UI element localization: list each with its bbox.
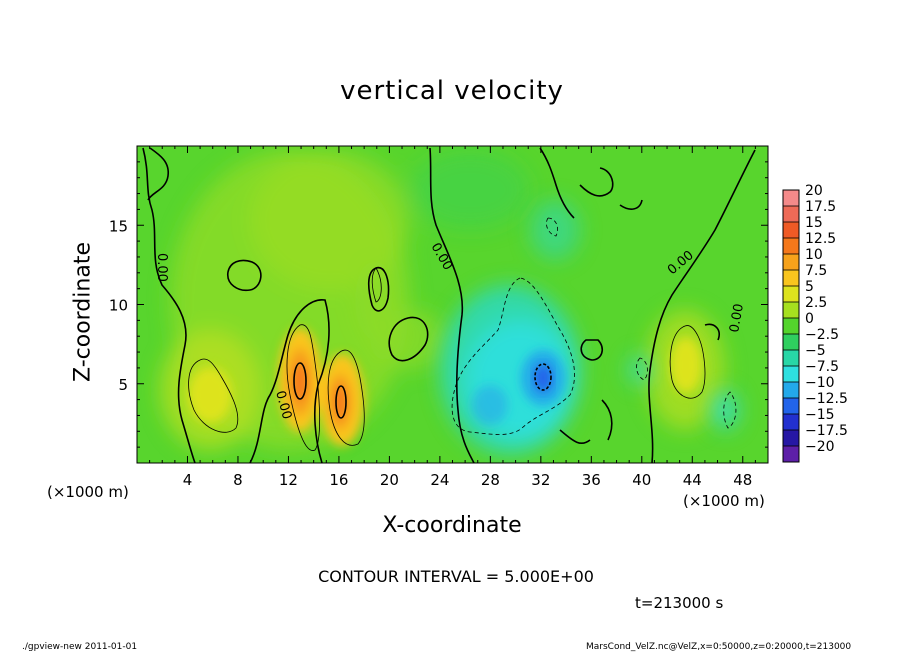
colorbar-cell xyxy=(783,254,799,271)
x-tick-label: 12 xyxy=(279,471,298,489)
footer-left: ./gpview-new 2011-01-01 xyxy=(22,642,138,652)
colorbar-label: 20 xyxy=(805,183,823,199)
colorbar-label: 7.5 xyxy=(805,263,827,279)
footer-right: MarsCond_VelZ.nc@VelZ,x=0:50000,z=0:2000… xyxy=(586,642,852,652)
colorbar-label: −20 xyxy=(805,439,835,455)
x-tick-label: 28 xyxy=(481,471,500,489)
colorbar-cell xyxy=(783,302,799,319)
colorbar-label: −2.5 xyxy=(805,327,839,343)
colorbar-label: −10 xyxy=(805,375,835,391)
x-axis: 4 8 12 16 20 24 28 32 36 40 44 48 xyxy=(149,146,756,489)
x-tick-label: 8 xyxy=(233,471,243,489)
colorbar-label: −5 xyxy=(805,343,826,359)
colorbar-label: 0 xyxy=(805,311,814,327)
x-tick-label: 48 xyxy=(733,471,752,489)
colorbar-label: −7.5 xyxy=(805,359,839,375)
colorbar-cell xyxy=(783,446,799,463)
colorbar-label: 12.5 xyxy=(805,231,836,247)
colorbar-label: 17.5 xyxy=(805,199,836,215)
y-tick-label: 5 xyxy=(118,376,128,394)
colorbar-cell xyxy=(783,398,799,415)
y-tick-label: 15 xyxy=(109,217,128,235)
x-axis-label: X-coordinate xyxy=(382,513,522,538)
colorbar-label: −17.5 xyxy=(805,423,848,439)
x-tick-label: 20 xyxy=(380,471,399,489)
colorbar-cell xyxy=(783,334,799,351)
contour-interval-note: CONTOUR INTERVAL = 5.000E+00 xyxy=(318,567,594,586)
colorbar-label: 15 xyxy=(805,215,823,231)
colorbar-label: 5 xyxy=(805,279,814,295)
time-label: t=213000 s xyxy=(635,594,724,612)
y-tick-label: 10 xyxy=(109,297,128,315)
colorbar-cell xyxy=(783,270,799,287)
x-tick-label: 44 xyxy=(683,471,702,489)
colorbar-cell xyxy=(783,414,799,431)
contour-label: 0.00 xyxy=(727,303,747,334)
colorbar-cell xyxy=(783,366,799,383)
x-tick-label: 16 xyxy=(329,471,348,489)
x-unit-label-left: (×1000 m) xyxy=(47,483,129,501)
x-tick-label: 32 xyxy=(531,471,550,489)
x-tick-label: 40 xyxy=(632,471,651,489)
colorbar-label: 2.5 xyxy=(805,295,827,311)
colorbar-cell xyxy=(783,318,799,335)
x-tick-label: 36 xyxy=(582,471,601,489)
chart-title: vertical velocity xyxy=(340,76,564,106)
field: 0.00 0.00 0.00 0.00 0.00 xyxy=(137,146,768,463)
y-axis-label: Z-coordinate xyxy=(70,242,96,382)
colorbar-cell xyxy=(783,350,799,367)
colorbar-cell xyxy=(783,222,799,239)
colorbar-cell xyxy=(783,286,799,303)
contour-label: 0.00 xyxy=(272,389,294,421)
x-tick-label: 4 xyxy=(183,471,193,489)
colorbar-label: 10 xyxy=(805,247,823,263)
x-tick-label: 24 xyxy=(430,471,449,489)
colorbar-cell xyxy=(783,238,799,255)
y-axis: 5 10 15 xyxy=(109,161,768,448)
colorbar-cell xyxy=(783,382,799,399)
contour-label: 0.00 xyxy=(154,253,169,282)
y-axis-label-wrap: Z-coordinate xyxy=(68,232,98,392)
colorbar-cell xyxy=(783,430,799,447)
colorbar-label: −12.5 xyxy=(805,391,848,407)
colorbar: 2017.51512.5107.552.50−2.5−5−7.5−10−12.5… xyxy=(782,183,848,463)
colorbar-label: −15 xyxy=(805,407,835,423)
colorbar-cell xyxy=(783,190,799,207)
x-unit-label-right: (×1000 m) xyxy=(683,492,765,510)
colorbar-cell xyxy=(783,206,799,223)
